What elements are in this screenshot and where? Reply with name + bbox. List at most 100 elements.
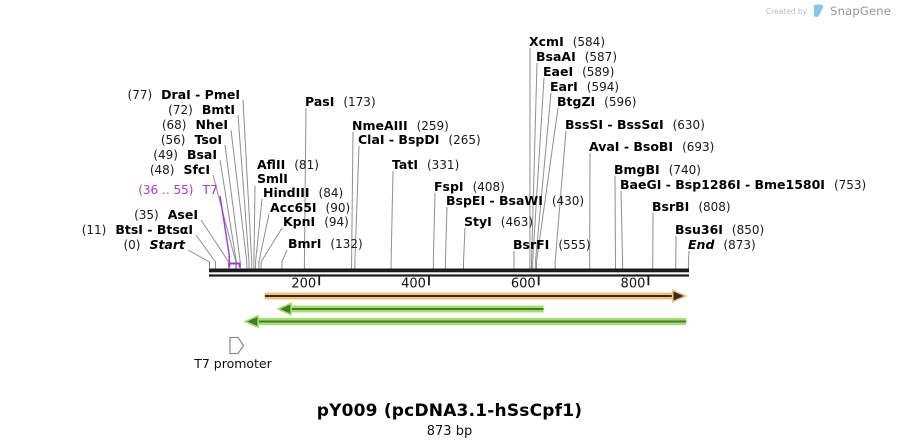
site-label-bsrfi[interactable]: BsrFI (555): [513, 238, 591, 252]
leader-line-styi: [463, 227, 466, 269]
site-label-tati[interactable]: TatI (331): [392, 158, 459, 172]
site-label-bmri[interactable]: BmrI (132): [288, 237, 363, 251]
site-position: (463): [500, 215, 534, 229]
created-by-text: Created by: [765, 6, 808, 16]
site-label-eari[interactable]: EarI (594): [550, 80, 619, 94]
site-name: BsrFI: [513, 237, 550, 252]
site-position: (0): [123, 238, 141, 252]
site-name: AseI: [167, 207, 198, 222]
site-position: (555): [558, 238, 591, 252]
leader-line-acc65i: [258, 213, 270, 269]
ruler-line: [209, 274, 689, 277]
site-name: DraI - PmeI: [161, 87, 240, 102]
feature-arrow-reverse-2-core: [256, 320, 687, 323]
map-length: 873 bp: [426, 424, 473, 439]
site-label-bmti[interactable]: (72) BmtI: [168, 103, 235, 117]
site-name: BmrI: [288, 236, 322, 251]
site-name: BmgBI: [614, 162, 660, 177]
site-label-kpni[interactable]: KpnI (94): [283, 215, 349, 229]
leader-line-baegi-bsp1286i-bme1580i: [620, 190, 624, 269]
leader-line-pasi: [303, 107, 307, 269]
site-label-bsu36i[interactable]: Bsu36I (850): [675, 223, 764, 237]
site-label-eaei[interactable]: EaeI (589): [543, 65, 614, 79]
site-position: (596): [604, 95, 637, 109]
site-label-sfci[interactable]: (48) SfcI: [150, 163, 210, 177]
site-name: SmlI: [257, 171, 288, 186]
leader-line-bsaai: [531, 62, 538, 269]
leader-line-eaei: [532, 77, 545, 269]
site-label-btsi-bts-i[interactable]: (11) BtsI - BtsαI: [82, 223, 193, 237]
t7-promoter-glyph[interactable]: [229, 336, 245, 355]
site-label-asei[interactable]: (35) AseI: [134, 208, 198, 222]
site-label-xcmi[interactable]: XcmI (584): [529, 35, 605, 49]
site-name: BsaAI: [536, 49, 576, 64]
site-name: BtgZI: [557, 94, 596, 109]
site-label-clai-bspdi[interactable]: ClaI - BspDI (265): [358, 133, 481, 147]
feature-arrow-reverse-1-core: [289, 308, 544, 310]
map-title: pY009 (pcDNA3.1-hSsCpf1): [316, 401, 583, 421]
site-position: (36 .. 55): [138, 183, 194, 197]
site-label-hindiii[interactable]: HindIII (84): [263, 186, 343, 200]
site-name: Start: [149, 237, 185, 252]
ruler-tick-200: [318, 276, 321, 286]
site-label-bmgbi[interactable]: BmgBI (740): [614, 163, 701, 177]
site-label-start[interactable]: (0) Start: [123, 238, 185, 252]
site-position: (873): [723, 238, 756, 252]
site-name: XcmI: [529, 34, 564, 49]
site-position: (594): [586, 80, 620, 94]
site-label-pasi[interactable]: PasI (173): [305, 95, 376, 109]
site-name: T7: [202, 182, 218, 197]
site-label-fspi[interactable]: FspI (408): [434, 180, 505, 194]
site-position: (84): [318, 186, 344, 200]
leader-line-btsi-bts-i: [195, 234, 217, 269]
site-position: (49): [153, 148, 178, 162]
site-label-smli[interactable]: SmlI: [257, 172, 288, 185]
site-label-baegi-bsp1286i-bme1580i[interactable]: BaeGI - Bsp1286I - Bme1580I (753): [620, 178, 866, 192]
site-position: (132): [330, 237, 363, 251]
site-name: BaeGI - Bsp1286I - Bme1580I: [620, 177, 825, 192]
site-label-styi[interactable]: StyI (463): [464, 215, 533, 229]
site-label-t7[interactable]: (36 .. 55) T7: [138, 183, 218, 197]
leader-line-drai-pmei: [242, 99, 253, 269]
site-position: (850): [731, 223, 765, 237]
site-label-end[interactable]: End (873): [688, 238, 756, 252]
site-label-nmeaiii[interactable]: NmeAIII (259): [352, 119, 449, 133]
site-position: (589): [582, 65, 615, 79]
site-label-drai-pmei[interactable]: (77) DraI - PmeI: [128, 88, 240, 102]
site-label-bsaai[interactable]: BsaAI (587): [536, 50, 617, 64]
site-label-btgzi[interactable]: BtgZI (596): [557, 95, 636, 109]
site-name: SfcI: [183, 162, 210, 177]
ruler-tick-800: [647, 276, 650, 286]
site-position: (56): [160, 133, 186, 147]
site-name: AflII: [257, 157, 286, 172]
leader-line-fspi: [432, 192, 436, 269]
site-position: (587): [584, 50, 618, 64]
site-position: (173): [343, 95, 376, 109]
title-block: pY009 (pcDNA3.1-hSsCpf1) 873 bp: [0, 401, 899, 439]
site-position: (48): [149, 163, 175, 177]
site-name: TatI: [392, 157, 418, 172]
site-position: (90): [325, 201, 351, 215]
t7-promoter-feature-label[interactable]: T7 promoter: [194, 356, 272, 371]
site-position: (94): [324, 215, 349, 229]
site-label-acc65i[interactable]: Acc65I (90): [270, 201, 350, 215]
site-name: FspI: [434, 179, 464, 194]
snapgene-branding: Created by SnapGene: [766, 3, 891, 19]
site-label-bsssi-bsss-i[interactable]: BssSI - BssSαI (630): [565, 118, 705, 132]
t7-region-bracket[interactable]: [228, 262, 241, 268]
leader-line-bspei-bsawi: [444, 206, 448, 269]
site-label-aflii[interactable]: AflII (81): [257, 158, 319, 172]
site-name: End: [688, 237, 715, 252]
site-label-bsrbi[interactable]: BsrBI (808): [652, 200, 731, 214]
site-label-bspei-bsawi[interactable]: BspEI - BsaWI (430): [446, 194, 584, 208]
leader-line-bmti: [237, 114, 250, 269]
site-position: (259): [416, 119, 449, 133]
site-label-avai-bsobi[interactable]: AvaI - BsoBI (693): [589, 140, 714, 154]
leader-line-btgzi: [535, 107, 559, 269]
site-label-bsai[interactable]: (49) BsaI: [153, 148, 217, 162]
site-name: BsaI: [186, 147, 217, 162]
site-label-nhei[interactable]: (68) NheI: [162, 118, 228, 132]
feature-arrow-forward-0-core: [264, 295, 675, 297]
site-label-tsoi[interactable]: (56) TsoI: [161, 133, 222, 147]
